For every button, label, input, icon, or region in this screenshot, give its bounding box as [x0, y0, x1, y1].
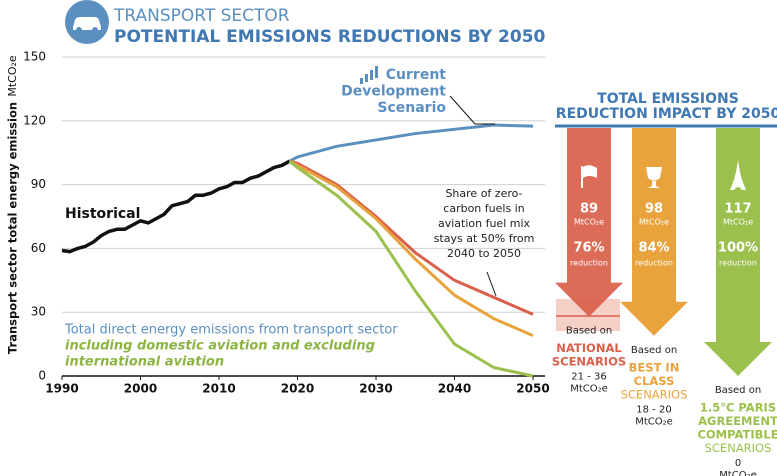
x-tick-label: 2000 [124, 382, 157, 396]
leader-line [449, 95, 495, 125]
y-tick-label: 120 [23, 113, 46, 127]
series-label: Development [341, 84, 446, 100]
impact-unit: MtCO₂e [574, 218, 604, 227]
scenario-range-unit: MtCO₂e [570, 384, 608, 395]
panel-title: REDUCTION IMPACT BY 2050 [556, 106, 777, 122]
impact-value: 89 [580, 202, 598, 217]
based-on: Based on [566, 326, 612, 337]
scenario-name: AGREEMENT [698, 414, 777, 428]
scenario-range: 21 - 36 [571, 372, 606, 383]
based-on: Based on [631, 345, 677, 356]
reduction-value: 76% [573, 241, 604, 256]
series-line [288, 159, 534, 337]
reduction-arrow [704, 128, 772, 377]
annotation: Share of zero- [445, 187, 522, 200]
annotation: aviation fuel mix [438, 217, 531, 230]
scenario-icon [370, 70, 373, 80]
impact-value: 117 [724, 202, 751, 217]
car-icon [73, 17, 101, 30]
line-chart: 0 30 60 90 120 150 1990 2000 2010 2020 2030 2040 205… [6, 50, 550, 396]
flag-icon [583, 165, 597, 178]
chart-title: TRANSPORT SECTOR [113, 6, 290, 26]
tower-icon [730, 160, 746, 190]
series-label: Historical [65, 206, 140, 222]
car-wheel [76, 27, 82, 33]
scenario-name: SCENARIOS [621, 387, 688, 401]
scenario-name: COMPATIBLE [697, 428, 777, 442]
y-tick-label: 0 [38, 369, 46, 383]
annotation: stays at 50% from [434, 232, 535, 245]
series-line [288, 123, 534, 163]
series-label: Current [386, 67, 447, 83]
scenario-range-unit: MtCO₂e [635, 416, 673, 427]
x-tick-label: 2040 [438, 382, 471, 396]
based-on: Based on [715, 385, 761, 396]
x-tick-label: 1990 [45, 382, 78, 396]
reduction-arrow [620, 128, 688, 336]
scenario-icon [375, 66, 378, 78]
y-tick-label: 60 [31, 241, 46, 255]
impact-unit: MtCO₂e [639, 218, 669, 227]
reduction-value: 84% [638, 241, 669, 256]
series-label: Scenario [377, 100, 446, 116]
note-detail: including domestic aviation and excludin… [65, 339, 375, 354]
scenario-icon [365, 74, 368, 82]
y-tick-label: 30 [31, 305, 46, 319]
x-tick-label: 2030 [359, 382, 392, 396]
scenario-range: 18 - 20 [636, 404, 671, 415]
scenario-name: SCENARIOS [552, 355, 626, 369]
trophy-icon [646, 167, 662, 188]
chart-subtitle: POTENTIAL EMISSIONS REDUCTIONS BY 2050 [114, 27, 546, 47]
annotation: 2040 to 2050 [447, 247, 521, 260]
scenario-range-unit: MtCO₂e [719, 470, 757, 476]
y-axis-label: Transport sector total energy emission [6, 102, 20, 354]
series-line [289, 159, 534, 316]
scenario-name: NATIONAL [556, 341, 622, 355]
scenario-name: 1.5°C PARIS [700, 401, 776, 415]
flag-icon [581, 166, 583, 188]
scenario-range: 0 [735, 458, 741, 469]
scenario-name: BEST IN [629, 360, 680, 374]
x-tick-label: 2020 [281, 382, 314, 396]
y-axis-unit: MtCO₂e [6, 55, 19, 97]
series-line [288, 160, 534, 378]
scenario-name: CLASS [634, 374, 675, 388]
y-tick-label: 90 [31, 177, 46, 191]
car-wheel [92, 27, 98, 33]
reduction-word: reduction [570, 259, 608, 268]
reduction-word: reduction [635, 259, 673, 268]
note: Total direct energy emissions from trans… [64, 323, 398, 338]
series-line [61, 159, 291, 254]
x-tick-label: 2010 [202, 382, 235, 396]
leader-line [486, 271, 497, 297]
scenario-name: SCENARIOS [705, 441, 772, 455]
panel-title: TOTAL EMISSIONS [597, 91, 739, 107]
annotation: carbon fuels in [443, 202, 524, 215]
impact-value: 98 [645, 202, 663, 217]
note-detail: international aviation [65, 355, 224, 370]
reduction-value: 100% [718, 241, 758, 256]
reduction-arrow [555, 128, 623, 317]
scenario-icon [360, 78, 363, 84]
reduction-word: reduction [719, 259, 757, 268]
x-tick-label: 2050 [516, 382, 549, 396]
impact-unit: MtCO₂e [723, 218, 753, 227]
y-tick-label: 150 [23, 50, 46, 64]
